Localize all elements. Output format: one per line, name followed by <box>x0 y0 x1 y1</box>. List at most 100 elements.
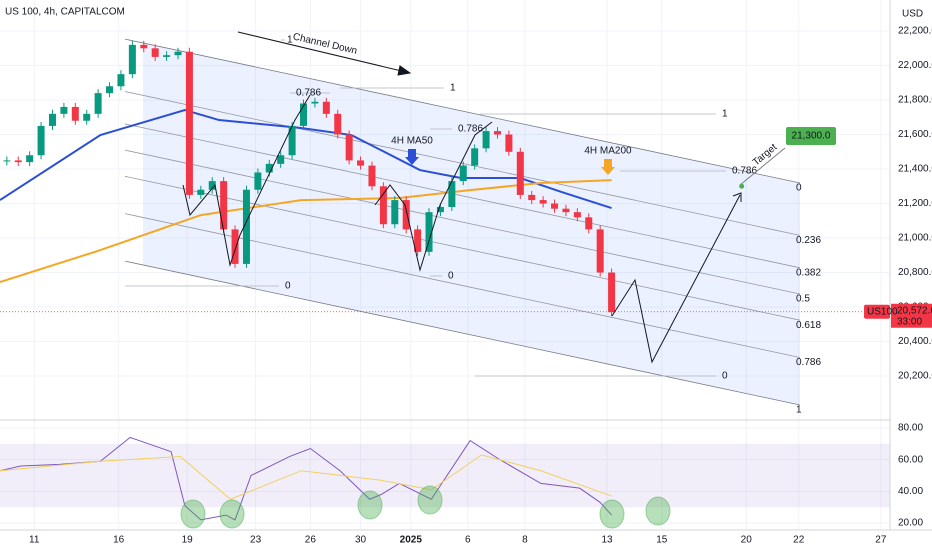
candle <box>493 131 501 135</box>
x-tick-label: 11 <box>29 535 40 546</box>
fib-tool-label: 0.786 <box>458 124 483 135</box>
channel: 0 0.236 0.382 0.5 0.618 0.786 1 1 0.786 0 1 0.786 0 1… <box>124 35 821 416</box>
y-tick-label: 22,000.0 <box>898 60 932 71</box>
y-tick-label: 22,200.0 <box>898 26 932 37</box>
candle <box>585 217 593 230</box>
x-tick-label: 23 <box>250 535 262 546</box>
candle <box>300 103 308 126</box>
candle <box>288 125 296 156</box>
candle <box>277 155 285 164</box>
candle <box>516 151 524 195</box>
candle <box>60 106 68 114</box>
candle <box>528 194 536 201</box>
candle <box>128 44 136 75</box>
x-tick-label: 13 <box>601 535 613 546</box>
candle <box>117 74 125 87</box>
y-tick-label: 20,400.0 <box>898 336 932 347</box>
candle <box>3 160 11 162</box>
fib-tool-label: 1 <box>722 109 728 120</box>
last-price-label: 20,572.6 <box>897 305 932 316</box>
x-tick-label: 26 <box>305 535 317 546</box>
candle <box>242 189 250 264</box>
countdown: 33:00 <box>897 316 922 327</box>
channel-level-label: 0.5 <box>796 294 810 305</box>
symbol-box <box>864 304 890 319</box>
x-tick-label: 8 <box>522 535 528 546</box>
channel-line <box>124 91 801 236</box>
ma-label: 4H MA50 <box>391 136 433 147</box>
channel-line <box>124 38 801 184</box>
rsi-line <box>0 436 612 521</box>
target-line <box>739 147 786 186</box>
candle <box>425 212 433 252</box>
symbol-label: US100 <box>867 306 898 317</box>
channel-line <box>124 149 801 295</box>
last-price-box <box>891 303 932 328</box>
candle <box>596 229 604 273</box>
candle <box>471 148 479 166</box>
projection <box>182 31 786 364</box>
fib-tool-label: 1 <box>287 35 293 46</box>
candle <box>482 131 490 149</box>
x-tick-label: 22 <box>793 535 805 546</box>
circle <box>417 485 443 515</box>
circle <box>180 499 206 529</box>
candle <box>459 165 467 182</box>
candle <box>254 172 262 190</box>
channel-level-label: 0.786 <box>796 357 821 368</box>
y-tick-label: 21,600.0 <box>898 129 932 140</box>
channel-level-label: 0.382 <box>796 267 821 278</box>
x-tick-label: 19 <box>182 535 194 546</box>
fib-tool-label: 0 <box>448 271 454 282</box>
candle <box>48 113 56 126</box>
candle <box>573 212 581 218</box>
x-tick-label: 20 <box>741 535 753 546</box>
circle <box>645 496 671 526</box>
path <box>374 121 493 272</box>
circle <box>357 490 383 520</box>
fib-tool-label: 0 <box>285 281 291 292</box>
candle <box>106 86 114 94</box>
candle <box>539 200 547 204</box>
projection-path <box>611 194 741 364</box>
target-label: 21,300.0 <box>792 131 831 142</box>
candle <box>322 101 330 114</box>
candle <box>174 51 182 56</box>
price-panel <box>0 40 616 317</box>
candle <box>26 155 34 163</box>
candle <box>14 160 22 163</box>
channel-line <box>124 175 801 321</box>
candle <box>368 165 376 187</box>
path <box>182 94 311 267</box>
ma-label: 4H MA200 <box>584 146 632 157</box>
candle <box>83 113 91 121</box>
y-tick-label: 21,000.0 <box>898 233 932 244</box>
candle <box>197 189 205 195</box>
candle <box>334 113 342 135</box>
arrow-head <box>397 65 412 76</box>
fib-tool-label: 0.786 <box>296 88 321 99</box>
candle <box>311 101 319 104</box>
y-tick-label: 20,200.0 <box>898 371 932 382</box>
candle <box>231 229 239 264</box>
candle <box>391 200 399 225</box>
channel-level-label: 0.618 <box>796 320 821 331</box>
candle <box>151 48 159 57</box>
channel-arrow <box>237 31 411 74</box>
y-tick-label: 60.00 <box>898 454 923 465</box>
candle <box>220 181 228 230</box>
candle <box>608 272 616 313</box>
currency: USD <box>902 9 923 20</box>
ma-arrow <box>601 159 615 175</box>
candle <box>345 134 353 161</box>
candle <box>562 208 570 213</box>
fib-tool-label: 1 <box>450 83 456 94</box>
candle <box>448 181 456 207</box>
rsi-circles <box>180 485 671 529</box>
y-tick-label: 20,800.0 <box>898 267 932 278</box>
y-tick-label: 21,800.0 <box>898 95 932 106</box>
channel-line <box>124 260 801 406</box>
candle <box>71 106 79 121</box>
target-box <box>786 127 836 145</box>
